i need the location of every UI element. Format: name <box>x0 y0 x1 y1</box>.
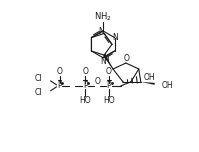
Text: O: O <box>82 67 88 76</box>
Text: Cl: Cl <box>34 88 42 97</box>
Text: Cl: Cl <box>34 74 42 83</box>
Text: NH$_2$: NH$_2$ <box>94 11 112 23</box>
Polygon shape <box>103 54 113 69</box>
Text: OH: OH <box>162 81 173 90</box>
Text: O: O <box>106 67 112 76</box>
Text: N: N <box>100 57 106 66</box>
Text: P: P <box>83 81 88 90</box>
Polygon shape <box>141 82 155 85</box>
Text: N: N <box>113 33 118 42</box>
Text: O: O <box>57 67 62 76</box>
Text: P: P <box>107 81 111 90</box>
Text: O: O <box>124 54 130 63</box>
Text: HO: HO <box>103 96 115 105</box>
Text: OH: OH <box>144 73 155 82</box>
Text: P: P <box>57 81 62 90</box>
Text: N: N <box>98 27 104 36</box>
Text: HO: HO <box>79 96 91 105</box>
Text: O: O <box>94 77 100 86</box>
Text: N: N <box>103 54 109 63</box>
